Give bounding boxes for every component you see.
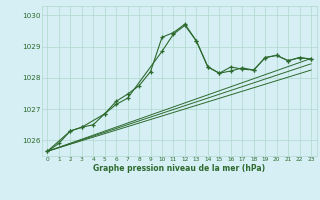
X-axis label: Graphe pression niveau de la mer (hPa): Graphe pression niveau de la mer (hPa) [93, 164, 265, 173]
